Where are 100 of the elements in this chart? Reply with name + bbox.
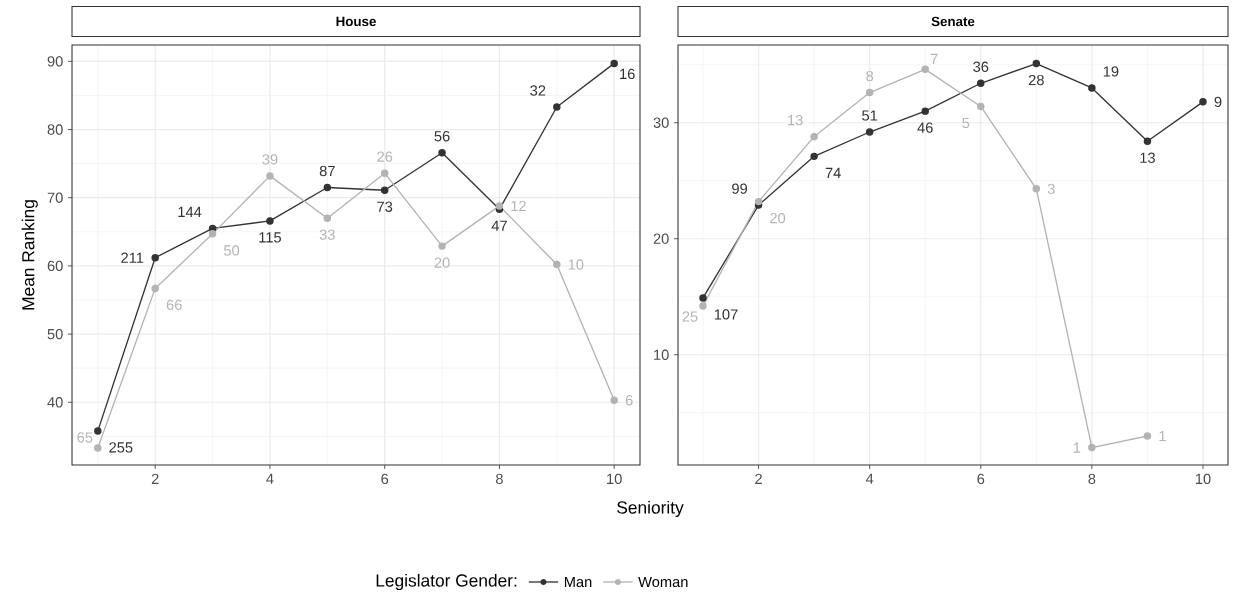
y-tick-label: 50	[47, 328, 63, 340]
annotation: 19	[1103, 66, 1119, 77]
annotation: 36	[973, 61, 989, 72]
point	[921, 107, 929, 115]
point	[1143, 137, 1152, 146]
point	[1199, 98, 1207, 106]
point	[1088, 84, 1096, 92]
annotation: 65	[77, 432, 93, 443]
annotation: 32	[530, 85, 546, 96]
y-tick-label: 90	[47, 56, 63, 67]
annotation: 10	[568, 259, 584, 270]
point	[1032, 185, 1041, 193]
x-tick-label: 8	[495, 473, 503, 485]
annotation: 56	[434, 131, 450, 142]
point	[380, 169, 389, 177]
point	[1088, 443, 1096, 452]
point	[438, 148, 446, 157]
y-tick-label: 20	[653, 233, 669, 244]
annotation: 6	[625, 395, 633, 406]
annotation: 9	[1214, 96, 1222, 108]
y-tick-label: 70	[47, 192, 63, 203]
point	[380, 186, 389, 194]
annotation: 20	[770, 212, 786, 224]
annotation: 1	[1159, 430, 1166, 442]
point	[865, 88, 874, 97]
annotation: 16	[620, 68, 635, 80]
point	[94, 427, 102, 435]
annotation: 13	[1140, 152, 1155, 163]
x-tick-label: 10	[607, 473, 622, 485]
x-tick-label: 10	[1195, 473, 1211, 485]
annotation: 255	[109, 442, 133, 453]
y-axis-title: Mean Ranking	[21, 200, 38, 310]
annotation: 73	[377, 201, 393, 212]
annotation: 25	[682, 311, 698, 322]
point	[151, 284, 159, 293]
y-tick-label: 30	[653, 117, 669, 128]
annotation: 74	[825, 167, 841, 178]
point	[553, 260, 561, 269]
x-axis-title: Seniority	[617, 500, 684, 518]
x-tick-label: 4	[865, 473, 874, 484]
point	[754, 197, 763, 206]
annotation: 99	[732, 183, 748, 194]
point	[94, 444, 102, 452]
x-tick-label: 2	[755, 473, 762, 484]
point	[865, 128, 874, 136]
point	[323, 183, 332, 192]
y-tick-label: 60	[47, 260, 63, 272]
x-tick-label: 6	[381, 473, 389, 485]
point	[699, 302, 707, 310]
annotation: 107	[714, 309, 738, 320]
point	[810, 132, 818, 141]
y-tick-label: 10	[654, 349, 669, 360]
annotation: 1	[1073, 442, 1081, 453]
annotation: 144	[178, 206, 202, 217]
annotation: 39	[262, 154, 278, 165]
x-tick-label: 4	[266, 473, 274, 484]
chart-title: House	[336, 16, 376, 27]
annotation: 20	[434, 257, 450, 268]
point	[495, 202, 504, 210]
annotation: 46	[917, 122, 933, 133]
point	[921, 65, 929, 74]
point	[151, 253, 159, 262]
legend-label: Woman	[638, 576, 688, 588]
point	[977, 79, 985, 88]
legend-label: Man	[564, 576, 592, 588]
annotation: 87	[319, 165, 335, 177]
point	[610, 59, 618, 68]
point	[1143, 432, 1152, 440]
chart-title: Senate	[931, 16, 975, 27]
annotation: 50	[224, 245, 240, 256]
annotation: 47	[491, 220, 507, 231]
annotation: 26	[377, 151, 393, 162]
x-tick-label: 8	[1088, 473, 1096, 485]
y-tick-label: 80	[47, 124, 63, 135]
point	[438, 242, 446, 250]
y-tick-label: 40	[47, 397, 63, 408]
annotation: 211	[121, 252, 144, 263]
annotation: 3	[1047, 183, 1055, 195]
annotation: 13	[788, 114, 803, 126]
annotation: 51	[862, 110, 878, 121]
point	[810, 152, 818, 161]
annotation: 115	[259, 232, 282, 243]
point	[1032, 59, 1041, 68]
point	[553, 103, 561, 111]
annotation: 8	[866, 70, 874, 82]
point	[977, 102, 985, 111]
point	[610, 396, 618, 404]
annotation: 12	[511, 200, 526, 212]
point	[266, 172, 274, 180]
point	[323, 214, 332, 222]
point	[266, 217, 274, 225]
annotation: 33	[319, 229, 335, 240]
x-tick-label: 2	[151, 473, 159, 484]
point	[699, 294, 707, 302]
annotation: 7	[930, 53, 938, 64]
annotation: 5	[962, 117, 970, 129]
point	[208, 230, 217, 238]
x-tick-label: 6	[977, 473, 985, 485]
annotation: 28	[1028, 74, 1044, 86]
legend-title: Legislator Gender:	[376, 573, 517, 591]
